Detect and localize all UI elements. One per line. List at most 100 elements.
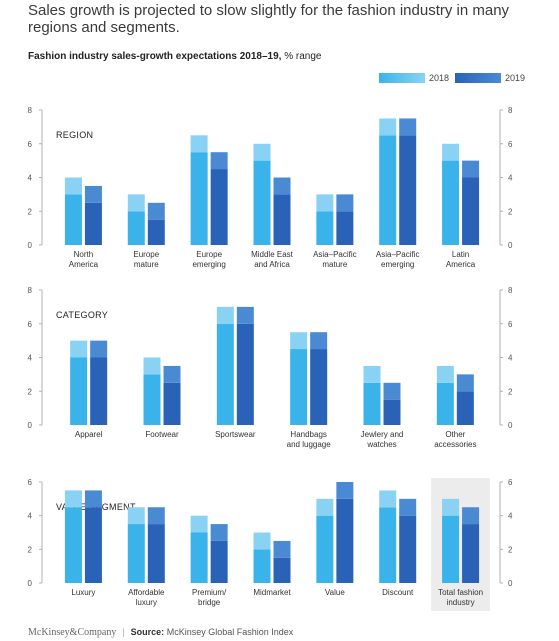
- legend-swatch-2018: [378, 73, 425, 83]
- category-label: Premium/: [192, 588, 227, 597]
- y-tick-label-left: 0: [28, 421, 33, 430]
- bar-2018-range: [64, 490, 82, 508]
- category-label: Other: [445, 430, 465, 439]
- bar-2018-low: [253, 549, 271, 583]
- source-text: McKinsey Global Fashion Index: [166, 627, 294, 637]
- category-label: and Africa: [254, 260, 290, 269]
- bar-2019-range: [90, 340, 108, 358]
- bar-2018-range: [442, 498, 460, 516]
- bar-2019-range: [399, 118, 417, 136]
- category-label: Jewlery and: [361, 430, 404, 439]
- bar-2018-low: [216, 323, 234, 425]
- bar-2019-low: [163, 382, 181, 425]
- legend-label-2019: 2019: [504, 73, 525, 83]
- y-tick-label-right: 0: [508, 579, 513, 588]
- category-label: mature: [322, 260, 347, 269]
- y-tick-label-right: 2: [508, 207, 513, 216]
- bar-2019-low: [399, 135, 417, 245]
- bar-2019-range: [84, 490, 102, 508]
- category-label: mature: [134, 260, 159, 269]
- bar-2018-low: [436, 382, 454, 425]
- bar-2019-range: [210, 152, 228, 170]
- footer-separator: |: [122, 627, 125, 637]
- bar-2019-range: [84, 185, 102, 203]
- bar-2019-range: [462, 160, 480, 178]
- y-tick-label-left: 6: [28, 140, 33, 149]
- y-tick-label-right: 6: [508, 320, 513, 329]
- bar-2019-low: [90, 357, 108, 425]
- bar-2018-range: [253, 143, 271, 161]
- y-tick-label-right: 2: [508, 545, 513, 554]
- bar-2018-low: [64, 194, 82, 245]
- bar-2018-low: [143, 374, 161, 425]
- bar-2018-range: [216, 306, 234, 324]
- category-label: Affordable: [128, 588, 165, 597]
- category-label: Footwear: [145, 430, 179, 439]
- category-label: and luggage: [287, 440, 332, 449]
- bar-2018-range: [379, 490, 397, 508]
- y-tick-label-right: 4: [508, 512, 513, 521]
- bar-2018-low: [379, 507, 397, 583]
- y-tick-label-left: 2: [28, 387, 33, 396]
- category-label: Apparel: [75, 430, 103, 439]
- bar-2019-low: [273, 557, 291, 583]
- y-tick-label-left: 2: [28, 207, 33, 216]
- bar-2019-low: [84, 507, 102, 583]
- bar-2019-range: [456, 374, 474, 392]
- category-label: America: [69, 260, 99, 269]
- bar-2019-range: [210, 524, 228, 541]
- panel-label: REGION: [56, 130, 93, 140]
- category-label: Discount: [382, 588, 414, 597]
- bar-2019-low: [336, 211, 354, 245]
- bar-2018-low: [316, 211, 334, 245]
- y-tick-label-left: 8: [28, 286, 33, 295]
- bar-2018-range: [363, 365, 381, 383]
- panel-label: CATEGORY: [56, 310, 108, 320]
- bar-2018-low: [253, 160, 271, 245]
- bar-2019-range: [273, 540, 291, 558]
- bar-2018-low: [379, 135, 397, 245]
- category-label: Total fashion: [438, 588, 483, 597]
- bar-2019-range: [399, 498, 417, 516]
- bar-2019-low: [336, 498, 354, 583]
- bar-2018-range: [127, 194, 145, 212]
- bar-2019-range: [273, 177, 291, 195]
- legend-swatch-2019: [454, 73, 501, 83]
- bar-2018-low: [290, 349, 308, 425]
- bar-2019-low: [310, 349, 328, 425]
- category-label: Europe: [196, 250, 222, 259]
- bar-2018-range: [143, 357, 161, 375]
- bar-2019-range: [147, 507, 165, 525]
- category-label: emerging: [381, 260, 414, 269]
- y-tick-label-right: 0: [508, 421, 513, 430]
- category-label: Europe: [133, 250, 159, 259]
- bar-2018-low: [442, 160, 460, 245]
- bar-2018-range: [316, 498, 334, 516]
- y-tick-label-left: 0: [28, 579, 33, 588]
- category-label: Luxury: [71, 588, 95, 597]
- category-label: Midmarket: [253, 588, 291, 597]
- chart-subtitle: Fashion industry sales-growth expectatio…: [28, 51, 321, 62]
- subtitle-unit: % range: [284, 51, 322, 62]
- bar-2018-range: [70, 340, 88, 358]
- bar-2019-low: [236, 323, 254, 425]
- category-label: Handbags: [290, 430, 326, 439]
- brand-logo: McKinsey&Company: [28, 627, 117, 638]
- bar-2019-low: [84, 202, 102, 245]
- bar-2018-range: [442, 143, 460, 161]
- bar-2018-range: [190, 135, 208, 153]
- bar-2018-low: [442, 515, 460, 583]
- y-tick-label-left: 4: [28, 354, 33, 363]
- y-tick-label-left: 6: [28, 478, 33, 487]
- y-tick-label-left: 6: [28, 320, 33, 329]
- category-label: Asia–Pacific: [376, 250, 420, 259]
- bar-2018-range: [316, 194, 334, 212]
- y-tick-label-right: 2: [508, 387, 513, 396]
- bar-2018-range: [64, 177, 82, 195]
- bar-2018-range: [436, 365, 454, 383]
- y-tick-label-right: 6: [508, 140, 513, 149]
- source-label: Source:: [130, 627, 165, 637]
- category-label: Value: [325, 588, 345, 597]
- category-label: bridge: [198, 598, 221, 607]
